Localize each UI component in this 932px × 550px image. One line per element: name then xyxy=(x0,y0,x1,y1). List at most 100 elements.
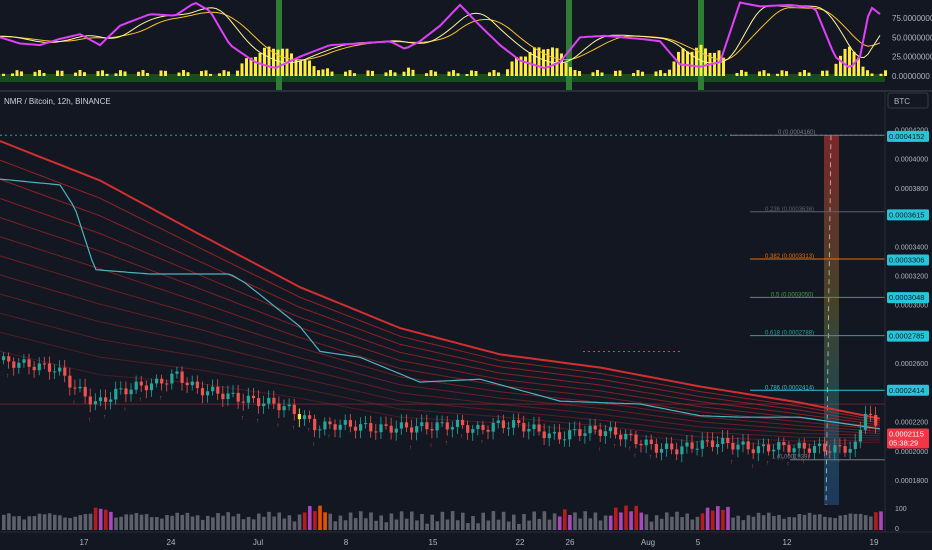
volume-bar xyxy=(756,512,761,530)
fib-level[interactable]: 0.786 (0.0002414) xyxy=(750,385,885,391)
symbol-title[interactable]: NMR / Bitcoin, 12h, BINANCE xyxy=(4,97,111,106)
volume-bar xyxy=(328,513,332,530)
fib-level[interactable]: 1 (0.0001939) xyxy=(772,455,885,461)
volume-bar xyxy=(27,516,32,530)
price-axis-label: 0.0001800 xyxy=(895,478,928,485)
fib-level-label: 0.236 (0.0003636) xyxy=(765,207,814,213)
histogram-bar xyxy=(803,70,806,76)
fib-level-label: 0.618 (0.0002788) xyxy=(765,331,814,337)
sell-marker: ↑ xyxy=(730,460,733,466)
histogram-bar xyxy=(11,73,14,76)
price-axis-label: 0.0002000 xyxy=(895,449,928,456)
volume-bar xyxy=(700,513,705,530)
price-badge: 0.0004152 xyxy=(887,130,929,142)
histogram-bar xyxy=(245,58,248,76)
histogram-bar xyxy=(510,61,514,76)
histogram-bar xyxy=(236,70,239,76)
volume-bar xyxy=(705,507,710,530)
histogram-bar xyxy=(74,72,77,76)
indicator-floor-zone xyxy=(0,74,885,82)
histogram-bar xyxy=(654,71,658,76)
volume-bar xyxy=(654,515,659,530)
fib-level[interactable]: 0 (0.0004160) xyxy=(730,130,885,136)
sell-marker: ↑ xyxy=(139,397,142,403)
histogram-bar xyxy=(384,72,388,76)
candle xyxy=(353,420,358,439)
histogram-bar xyxy=(227,71,230,76)
sell-marker: ↑ xyxy=(6,374,9,380)
volume-bar xyxy=(522,513,526,530)
histogram-bar xyxy=(591,72,595,76)
current-price-value: 0.0002115 xyxy=(889,429,924,438)
histogram-bar xyxy=(758,71,761,76)
volume-bar xyxy=(297,514,302,530)
histogram-bar xyxy=(83,72,86,76)
candle xyxy=(624,429,628,448)
histogram-bar xyxy=(272,48,275,76)
candle xyxy=(476,421,480,436)
currency-button[interactable]: BTC xyxy=(887,92,929,109)
candle xyxy=(343,414,347,431)
histogram-bar xyxy=(668,69,671,76)
histogram-bar xyxy=(641,71,644,76)
candle xyxy=(843,438,847,457)
histogram-bar xyxy=(834,63,838,76)
sell-marker: ↑ xyxy=(327,434,330,440)
candle xyxy=(848,441,852,460)
candle: ↑ xyxy=(598,423,602,453)
sell-marker: ↑ xyxy=(256,419,259,425)
candle: ↑ xyxy=(868,405,873,433)
volume-bar xyxy=(22,519,26,530)
histogram-bar xyxy=(870,73,874,76)
volume-bar xyxy=(88,513,93,530)
histogram-bar xyxy=(780,70,784,76)
histogram-bar xyxy=(515,56,518,76)
volume-bar xyxy=(129,514,134,530)
histogram-bar xyxy=(240,63,244,76)
candle xyxy=(665,437,669,457)
candle xyxy=(32,361,36,378)
candle xyxy=(863,405,868,434)
volume-bar xyxy=(292,521,297,530)
candle xyxy=(853,433,857,458)
histogram-bar xyxy=(843,48,847,76)
volume-bar xyxy=(144,514,149,530)
candle xyxy=(155,374,159,388)
price-axis-label: 0.0003400 xyxy=(895,244,928,251)
volume-bar xyxy=(73,516,77,530)
histogram-bar xyxy=(452,70,455,76)
histogram-bar xyxy=(551,47,554,76)
candle xyxy=(379,416,383,440)
candle xyxy=(195,375,199,394)
sell-marker: ↑ xyxy=(409,445,412,451)
volume-bar xyxy=(455,520,460,530)
volume-bar xyxy=(425,523,429,530)
volume-bar xyxy=(665,512,669,530)
histogram-bar xyxy=(326,68,329,76)
candle xyxy=(466,420,470,440)
volume-bar xyxy=(241,519,246,530)
volume-bar xyxy=(374,520,378,530)
candle xyxy=(435,415,439,438)
currency-button-label: BTC xyxy=(894,97,910,106)
fib-level[interactable]: 0.236 (0.0003636) xyxy=(750,207,885,213)
candle xyxy=(721,429,725,452)
candle xyxy=(267,390,271,409)
svg-text:0.0002414: 0.0002414 xyxy=(889,386,924,395)
histogram-bar xyxy=(537,47,541,76)
fib-level[interactable]: 0.382 (0.0003313) xyxy=(750,254,885,260)
indicator-fast-line xyxy=(0,4,881,64)
time-axis-label: 8 xyxy=(344,538,349,547)
histogram-bar xyxy=(186,72,190,76)
fib-level[interactable]: 0.5 (0.0003050) xyxy=(750,292,885,298)
candle xyxy=(185,377,189,393)
volume-bar xyxy=(302,512,307,530)
candle: ↑ xyxy=(276,396,281,429)
sell-marker: ↑ xyxy=(72,400,75,406)
candle xyxy=(557,424,562,444)
time-axis-label: 12 xyxy=(783,538,792,547)
volume-bar xyxy=(12,516,16,530)
candle: ↑ xyxy=(730,435,735,466)
fib-level[interactable]: 0.618 (0.0002788) xyxy=(750,331,885,337)
